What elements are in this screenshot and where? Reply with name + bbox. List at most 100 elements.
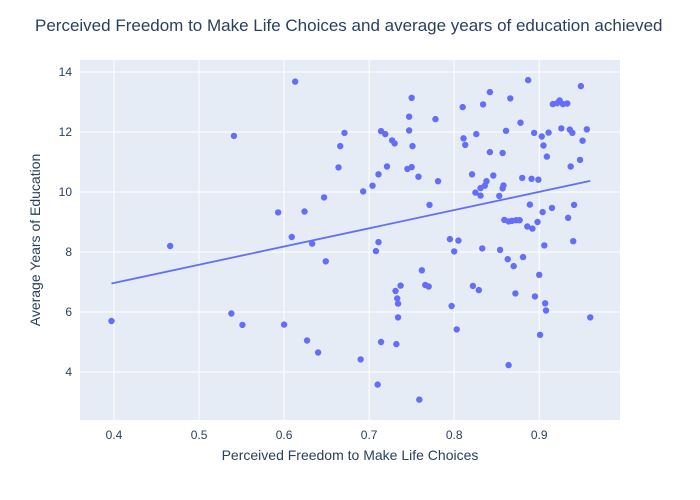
data-point	[462, 141, 469, 149]
data-point	[409, 142, 416, 150]
data-point	[564, 214, 572, 221]
data-point	[434, 178, 442, 185]
chart-title: Perceived Freedom to Make Life Choices a…	[35, 16, 662, 35]
data-point	[502, 127, 510, 134]
data-point	[587, 314, 594, 321]
x-tick-label: 0.9	[531, 428, 548, 442]
data-point	[392, 287, 399, 295]
data-point	[337, 142, 344, 150]
data-point	[512, 290, 519, 297]
data-point	[426, 201, 433, 209]
x-tick-label: 0.5	[191, 428, 208, 442]
data-point	[517, 119, 524, 126]
data-point	[415, 173, 422, 180]
data-point	[391, 140, 398, 147]
data-point	[524, 223, 531, 230]
data-point	[496, 192, 503, 200]
y-tick-labels: 4 6 8 10 12 14	[59, 65, 73, 379]
data-point	[536, 271, 543, 278]
data-point	[274, 209, 282, 216]
data-point	[394, 314, 402, 321]
data-point	[530, 129, 538, 137]
data-point	[469, 282, 477, 290]
data-point	[486, 88, 494, 96]
data-point	[459, 103, 466, 111]
data-point	[374, 381, 381, 388]
data-point	[496, 246, 504, 254]
data-point	[542, 307, 550, 314]
data-point	[541, 300, 549, 307]
data-point	[567, 163, 574, 170]
data-point	[524, 76, 532, 84]
data-point	[455, 237, 462, 244]
data-point	[539, 208, 546, 216]
data-point	[576, 156, 584, 164]
data-point	[479, 101, 487, 108]
y-gridlines	[80, 71, 620, 373]
data-point	[548, 204, 556, 212]
x-axis-title: Perceived Freedom to Make Life Choices	[222, 447, 479, 463]
data-point	[483, 178, 490, 185]
data-point	[393, 295, 401, 302]
data-point	[280, 321, 288, 328]
plot-area	[80, 60, 620, 420]
x-gridlines	[113, 60, 540, 420]
y-tick-label: 4	[65, 365, 72, 379]
data-point	[486, 148, 494, 156]
data-point	[579, 137, 586, 144]
data-point	[450, 248, 458, 255]
data-point	[408, 94, 415, 102]
data-point	[570, 238, 577, 245]
data-point	[239, 321, 246, 329]
data-point	[536, 331, 544, 338]
y-tick-label: 6	[65, 305, 72, 319]
data-point	[490, 172, 497, 179]
data-point	[288, 233, 295, 241]
data-point	[408, 163, 415, 171]
data-point	[519, 253, 527, 261]
data-point	[301, 208, 308, 215]
data-point	[510, 262, 517, 270]
data-point	[405, 127, 413, 134]
data-point	[531, 293, 539, 300]
data-point	[477, 192, 484, 199]
data-point	[375, 171, 382, 178]
data-point	[228, 310, 235, 317]
data-point	[405, 113, 413, 120]
y-tick-label: 12	[59, 125, 73, 139]
x-tick-labels: 0.4 0.5 0.6 0.7 0.8 0.9	[106, 428, 548, 442]
data-point	[543, 153, 551, 160]
y-axis-title: Average Years of Education	[27, 154, 43, 327]
x-tick-label: 0.7	[361, 428, 378, 442]
data-point	[534, 218, 541, 226]
data-point	[303, 337, 311, 344]
y-tick-label: 14	[59, 65, 73, 79]
data-point	[528, 175, 535, 182]
data-point	[383, 163, 391, 170]
data-point	[569, 129, 576, 137]
data-point	[432, 115, 439, 123]
data-point	[108, 317, 115, 325]
data-point	[425, 283, 432, 290]
data-point	[341, 129, 348, 137]
data-point	[577, 82, 585, 90]
y-tick-label: 8	[65, 245, 72, 259]
data-point	[564, 100, 571, 107]
data-point	[394, 300, 402, 307]
data-point	[166, 242, 174, 250]
data-point	[507, 95, 514, 102]
data-point	[377, 338, 385, 346]
data-point	[322, 258, 329, 265]
data-point	[357, 356, 364, 363]
data-point	[529, 225, 536, 232]
trendline-group	[111, 180, 591, 285]
data-point	[479, 245, 486, 252]
data-point	[499, 149, 506, 157]
data-points	[108, 76, 594, 403]
data-point	[359, 188, 367, 195]
data-point	[320, 194, 328, 201]
x-tick-label: 0.8	[446, 428, 463, 442]
data-point	[369, 182, 376, 189]
data-point	[519, 174, 526, 182]
